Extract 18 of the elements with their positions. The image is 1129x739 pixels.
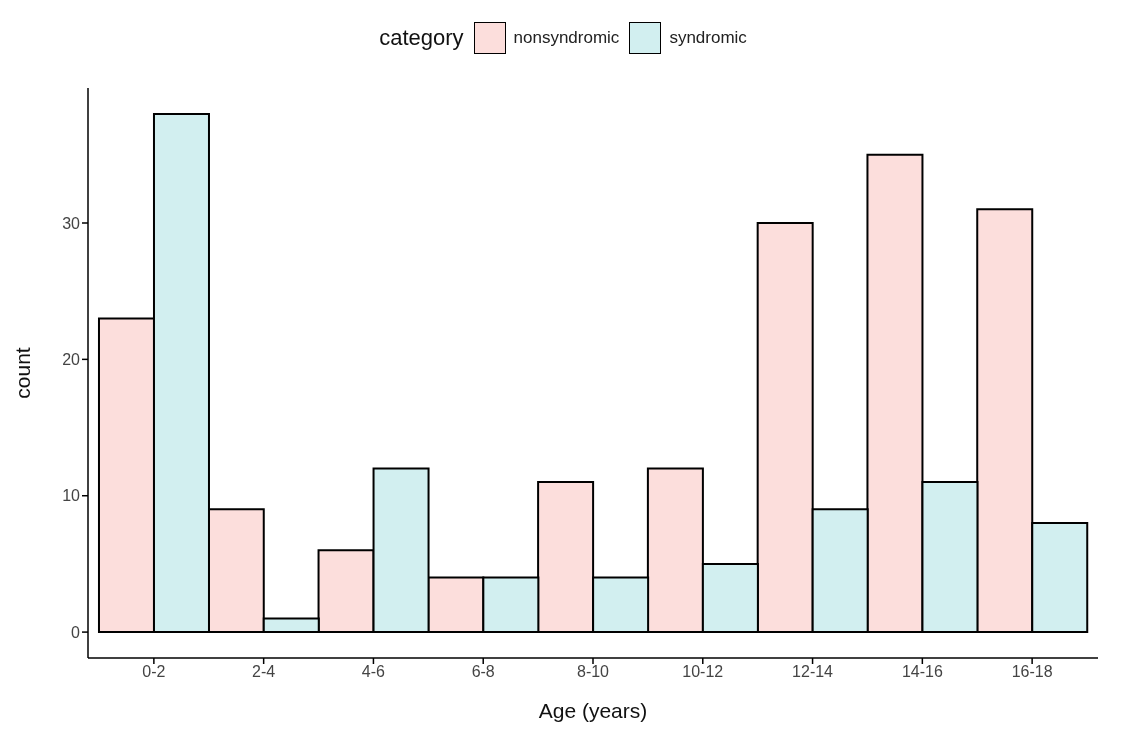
- x-tick-label: 16-18: [1011, 663, 1053, 681]
- y-tick-label: 0: [71, 623, 81, 641]
- y-tick-label: 10: [62, 487, 81, 505]
- x-tick-label: 10-12: [682, 663, 724, 681]
- x-tick-label: 2-4: [252, 663, 276, 681]
- y-axis-title: count: [11, 347, 35, 399]
- x-tick-label: 14-16: [901, 663, 943, 681]
- x-tick-label: 8-10: [576, 663, 610, 681]
- x-tick-label: 12-14: [792, 663, 834, 681]
- x-tick-label: 6-8: [471, 663, 495, 681]
- legend-label: syndromic: [669, 28, 747, 48]
- legend-label: nonsyndromic: [513, 28, 620, 48]
- x-tick-label: 4-6: [361, 663, 386, 681]
- y-tick-label: 20: [62, 351, 81, 369]
- x-axis-title: Age (years): [538, 699, 648, 722]
- legend-title: category: [379, 25, 464, 51]
- x-tick-label: 0-2: [142, 663, 166, 681]
- y-tick-label: 30: [62, 214, 81, 232]
